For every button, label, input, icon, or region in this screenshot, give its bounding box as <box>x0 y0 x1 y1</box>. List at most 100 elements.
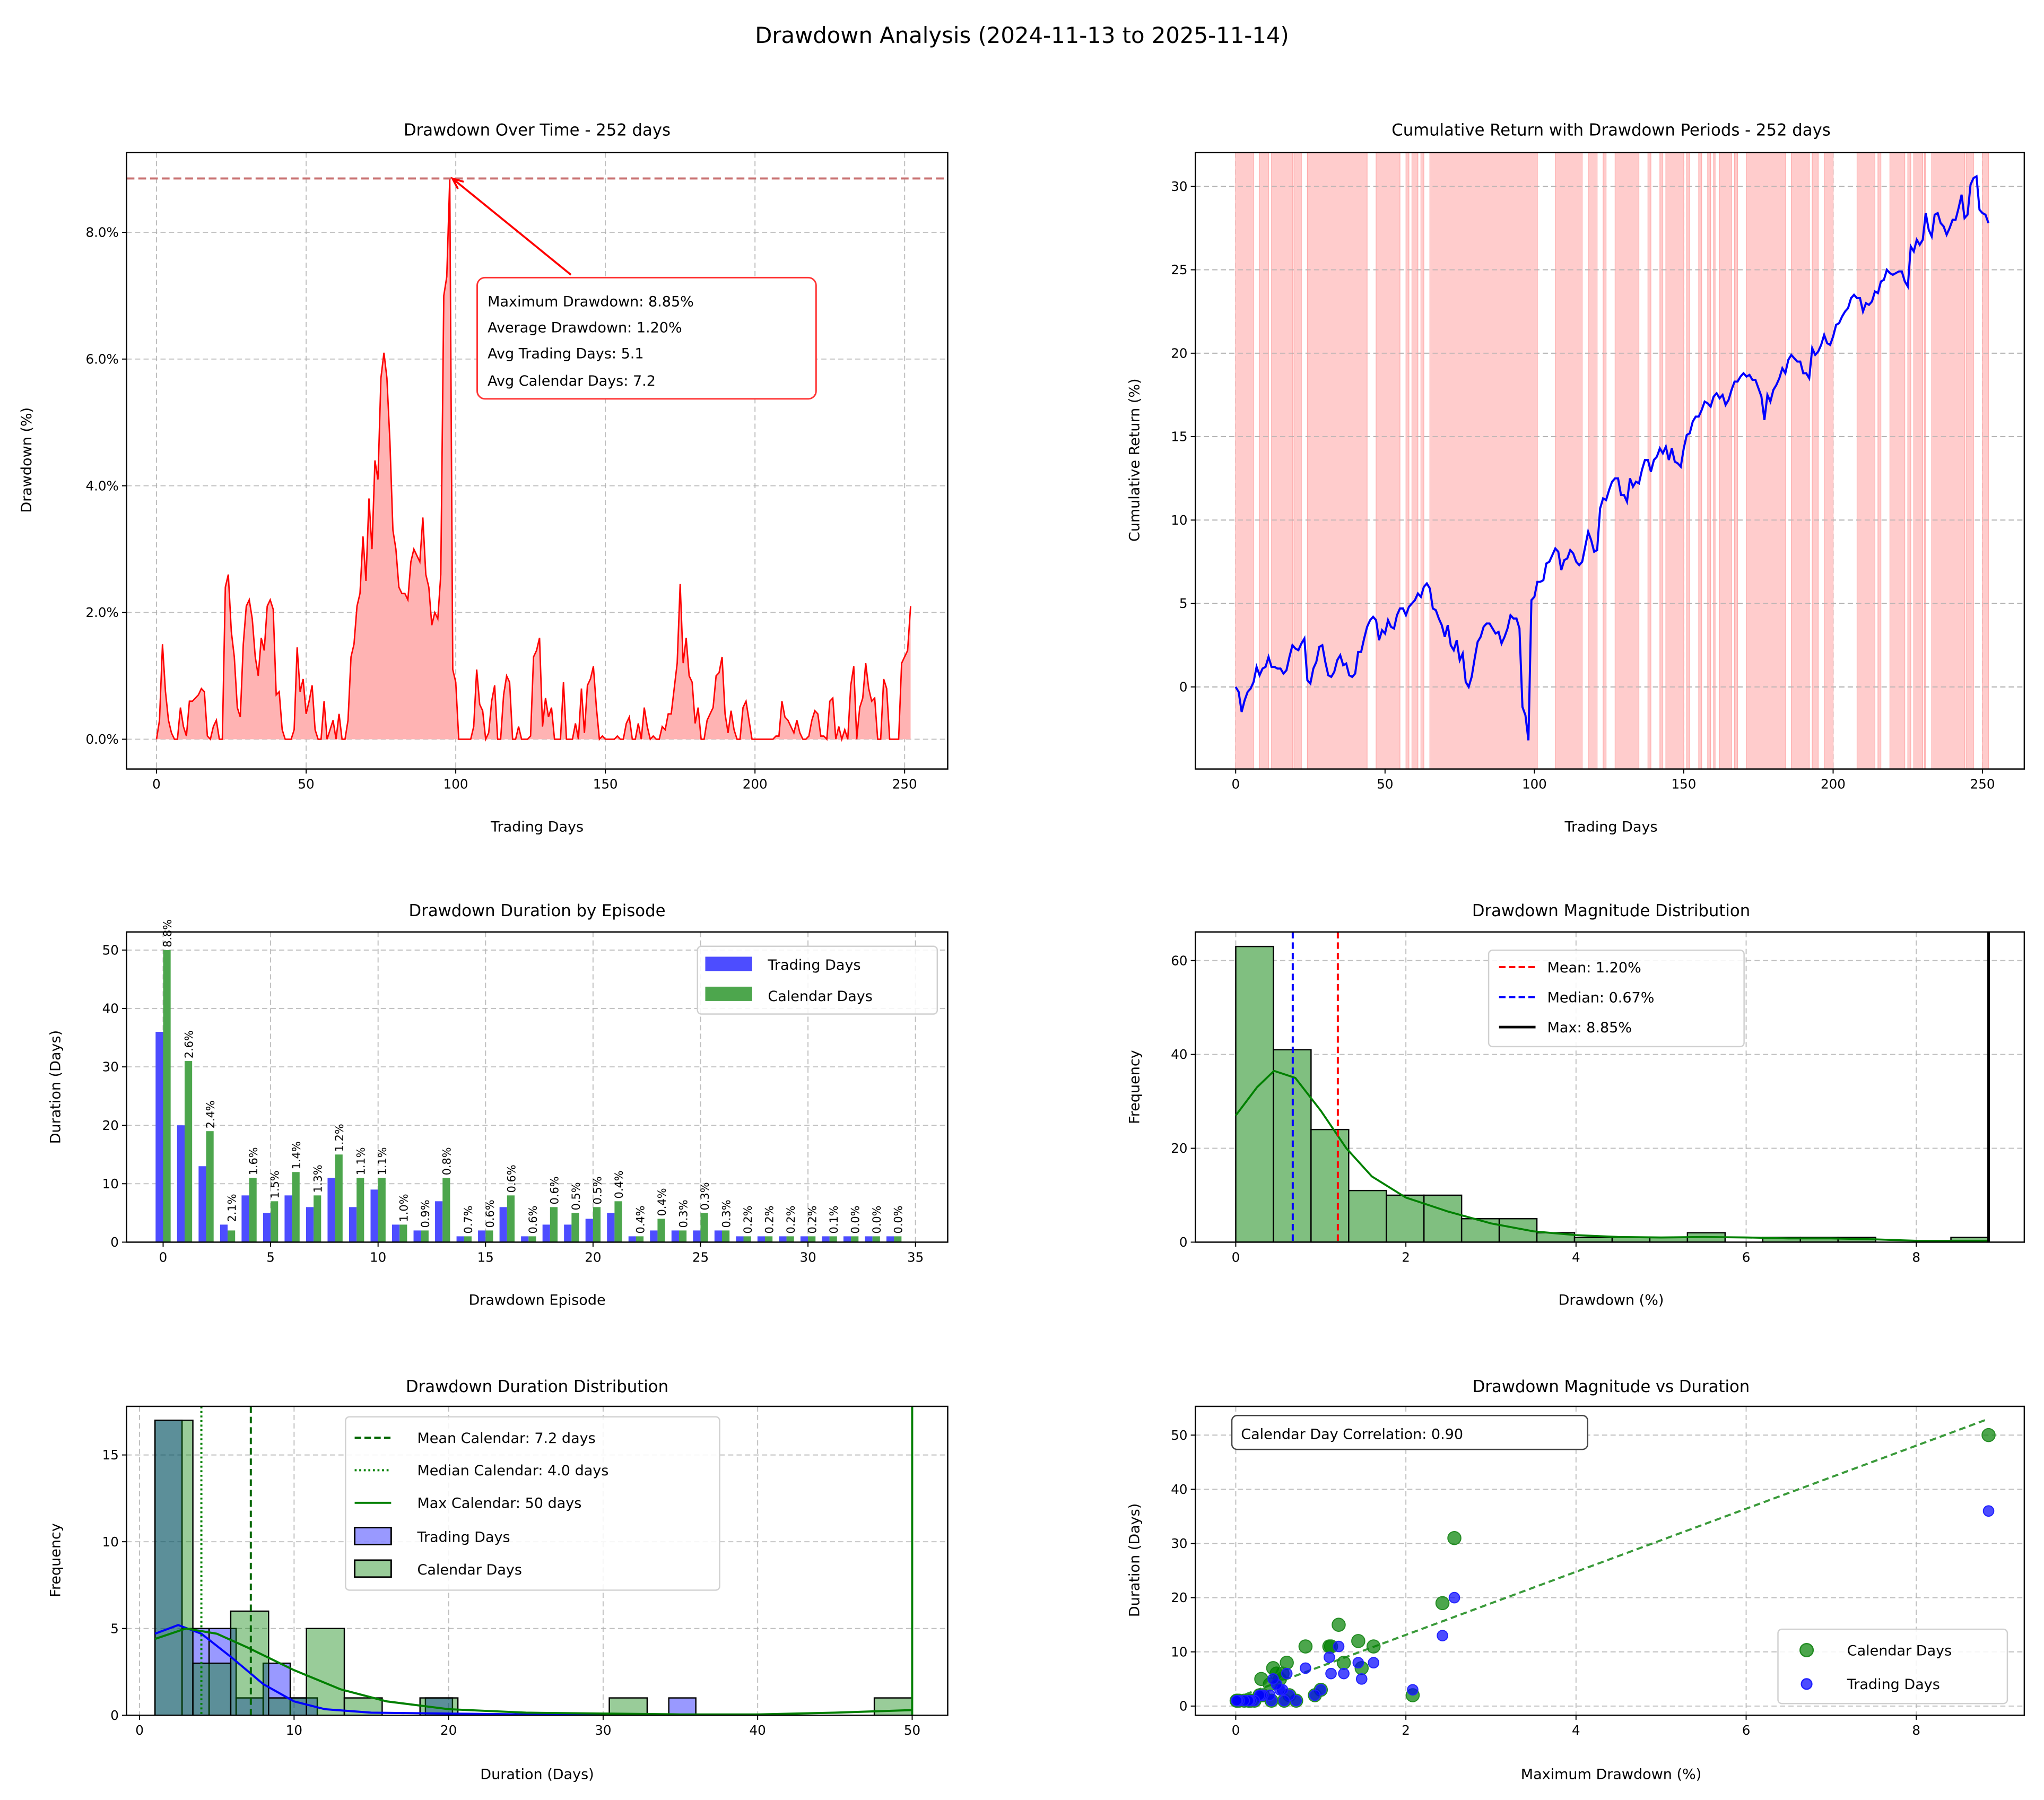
bar-trading-days <box>671 1230 679 1242</box>
legend-label-calendar: Calendar Days <box>768 988 873 1005</box>
bar-trading-days <box>521 1236 529 1242</box>
x-tick-label: 6 <box>1742 1723 1751 1738</box>
y-tick-label: 20 <box>102 1118 119 1133</box>
histogram-bar-calendar <box>154 1419 194 1716</box>
x-tick-label: 0 <box>1232 1249 1240 1265</box>
bar-calendar-days <box>894 1236 902 1242</box>
histogram-bar-calendar <box>306 1628 345 1716</box>
duration-distribution-ylabel: Frequency <box>47 1523 64 1597</box>
arrow-head-icon <box>450 177 464 189</box>
bar-trading-days <box>155 1032 163 1242</box>
bar-magnitude-label: 0.2% <box>785 1205 797 1233</box>
x-tick-label: 20 <box>440 1723 457 1738</box>
y-tick-label: 20 <box>1171 1141 1187 1156</box>
bar-calendar-days <box>786 1236 794 1242</box>
y-tick-label: 15 <box>1171 429 1187 445</box>
bar-calendar-days <box>657 1219 665 1242</box>
drawdown-period-span <box>1707 152 1711 769</box>
x-tick-label: 35 <box>907 1249 924 1265</box>
scatter-point-trading <box>1325 1667 1337 1680</box>
x-tick-label: 100 <box>443 776 468 792</box>
axes-frame <box>126 152 949 770</box>
x-tick-label: 30 <box>799 1249 816 1265</box>
bar-calendar-days <box>743 1236 751 1242</box>
scatter-point-trading <box>1338 1667 1350 1680</box>
x-tick-label: 100 <box>1522 776 1547 792</box>
x-tick-label: 200 <box>1821 776 1846 792</box>
stat-max-drawdown: Maximum Drawdown: 8.85% <box>488 293 694 310</box>
drawdown-period-span <box>1982 152 1989 769</box>
drawdown-period-span <box>1734 152 1738 769</box>
bar-calendar-days <box>249 1178 257 1242</box>
correlation-box <box>1231 1414 1589 1450</box>
trend-line <box>1235 1418 1989 1699</box>
bar-calendar-days <box>851 1236 859 1242</box>
drawdown-period-span <box>1271 152 1293 769</box>
y-tick-label: 0 <box>110 1708 119 1723</box>
x-tick-label: 5 <box>266 1249 275 1265</box>
x-tick-label: 15 <box>477 1249 494 1265</box>
legend-label-trading-scatter: Trading Days <box>1847 1676 1940 1693</box>
bar-calendar-days <box>421 1230 429 1242</box>
stat-avg-calendar-days: Avg Calendar Days: 7.2 <box>488 373 656 389</box>
bar-trading-days <box>542 1224 550 1242</box>
correlation-label: Calendar Day Correlation: 0.90 <box>1241 1426 1463 1442</box>
bar-trading-days <box>220 1224 228 1242</box>
drawdown-period-span <box>1812 152 1819 769</box>
bar-calendar-days <box>399 1224 407 1242</box>
x-tick-label: 50 <box>298 776 314 792</box>
bar-calendar-days <box>872 1236 880 1242</box>
plot-area <box>1229 1418 1996 1708</box>
magnitude-distribution-xlabel: Drawdown (%) <box>1559 1292 1664 1308</box>
x-tick-label: 250 <box>892 776 917 792</box>
scatter-point-trading <box>1355 1673 1368 1685</box>
bar-trading-days <box>800 1236 808 1242</box>
bar-magnitude-label: 0.8% <box>441 1147 454 1175</box>
y-tick-label: 40 <box>1171 1047 1187 1062</box>
bar-trading-days <box>693 1230 701 1242</box>
x-tick-label: 2 <box>1402 1249 1410 1265</box>
bar-calendar-days <box>507 1195 515 1242</box>
drawdown-period-span <box>1889 152 1906 769</box>
legend-swatch-calendar <box>705 986 752 1001</box>
bar-trading-days <box>413 1230 421 1242</box>
x-tick-label: 25 <box>692 1249 709 1265</box>
drawdown-period-span <box>1719 152 1732 769</box>
bar-trading-days <box>650 1230 658 1242</box>
kde-curve-trading <box>154 1624 696 1716</box>
y-tick-label: 40 <box>102 1001 119 1016</box>
scatter-point-trading <box>1352 1657 1364 1669</box>
scatter-point-trading <box>1437 1630 1448 1641</box>
bar-trading-days <box>779 1236 787 1242</box>
histogram-bar-trading <box>262 1662 291 1716</box>
drawdown-period-span <box>1746 152 1786 769</box>
x-tick-label: 10 <box>370 1249 386 1265</box>
bar-calendar-days <box>378 1178 386 1242</box>
drawdown-period-span <box>1931 152 1965 769</box>
legend-label-trading: Trading Days <box>767 957 860 973</box>
bar-calendar-days <box>829 1236 837 1242</box>
scatter-point-trading <box>1309 1689 1321 1701</box>
y-tick-label: 30 <box>102 1059 119 1075</box>
overlays-layer: Maximum Drawdown: 8.85% Average Drawdown… <box>345 276 2008 1705</box>
duration-distribution-title: Drawdown Duration Distribution <box>406 1377 668 1396</box>
bar-trading-days <box>306 1207 314 1242</box>
scatter-point-calendar <box>1435 1596 1450 1611</box>
y-tick-label: 25 <box>1171 262 1187 277</box>
scatter-point-trading <box>1368 1657 1380 1669</box>
scatter-legend <box>1777 1628 2008 1705</box>
drawdown-period-span <box>1791 152 1810 769</box>
scatter-point-trading <box>1300 1662 1311 1674</box>
drawdown-over-time-axes: 0 50 100 150 200 250 0.0% 2.0% 4.0% 6.0% 8.0% <box>85 152 949 792</box>
bar-magnitude-label: 0.0% <box>849 1205 862 1233</box>
x-tick-label: 50 <box>1377 776 1393 792</box>
histogram-bar-calendar <box>873 1697 913 1716</box>
bar-trading-days <box>263 1213 271 1242</box>
y-tick-label: 5 <box>1179 596 1188 611</box>
x-tick-label: 30 <box>595 1723 611 1738</box>
drawdown-period-span <box>1588 152 1598 769</box>
magnitude-vs-duration-xlabel: Maximum Drawdown (%) <box>1521 1767 1702 1783</box>
bar-magnitude-label: 0.2% <box>742 1205 754 1233</box>
bar-magnitude-label: 0.3% <box>720 1199 733 1228</box>
drawdown-period-span <box>1603 152 1607 769</box>
